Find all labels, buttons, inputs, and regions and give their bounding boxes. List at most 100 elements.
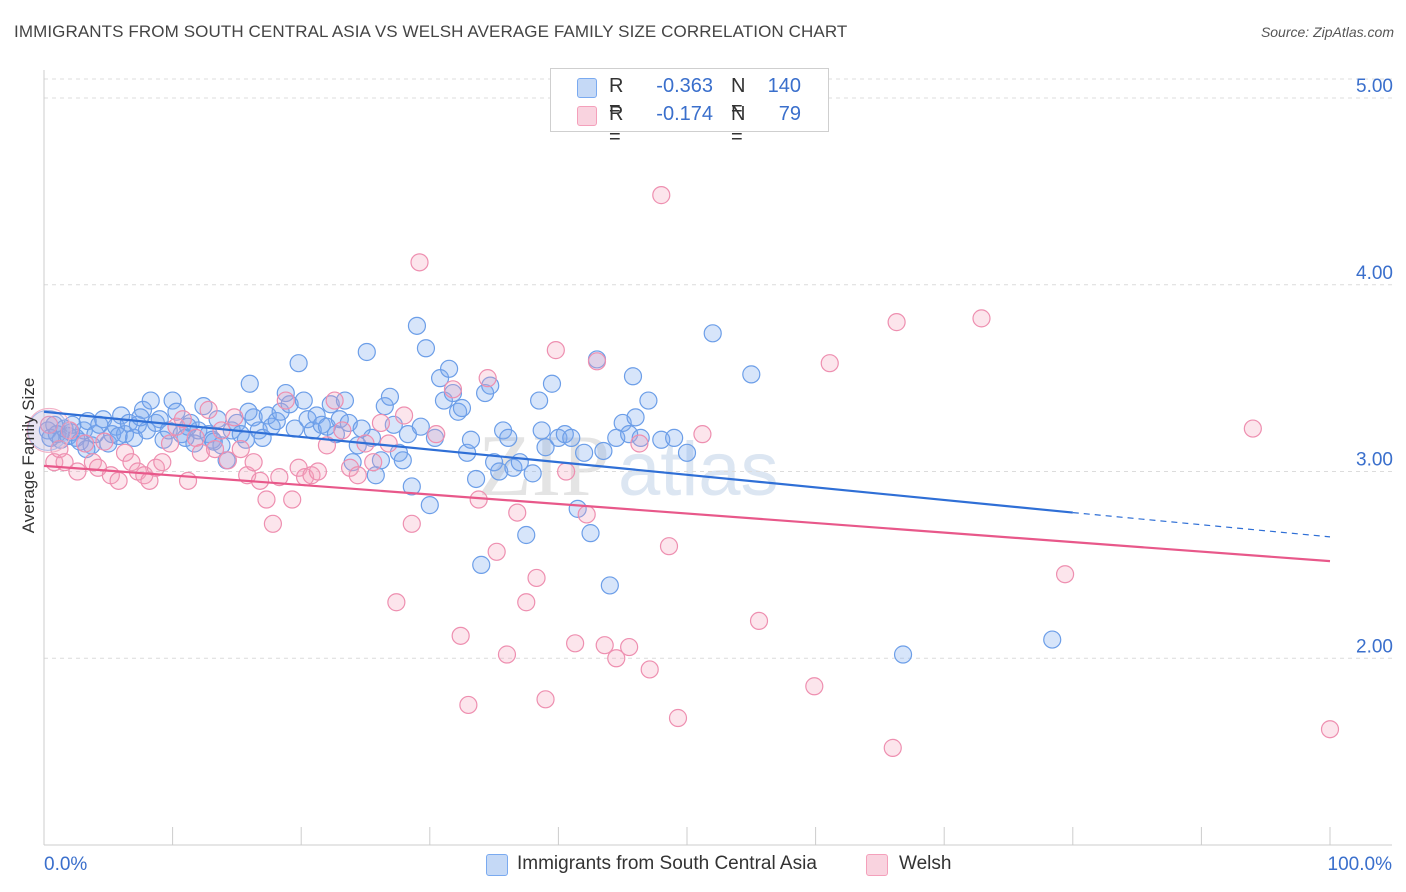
point-welsh	[536, 690, 555, 709]
legend-label-welsh: Welsh	[899, 853, 952, 874]
point-immigrants	[472, 555, 491, 574]
point-immigrants	[262, 417, 281, 436]
point-welsh	[527, 568, 546, 588]
point-immigrants	[665, 428, 684, 447]
point-immigrants	[594, 441, 613, 461]
point-immigrants	[452, 398, 472, 418]
legend-swatch-immigrants	[486, 854, 508, 876]
point-immigrants	[1043, 630, 1062, 649]
point-welsh	[410, 253, 429, 272]
point-welsh	[497, 645, 517, 664]
y-axis-title: Average Family Size	[19, 378, 38, 534]
point-immigrants	[131, 408, 150, 427]
legend-swatch-welsh	[866, 854, 888, 876]
point-immigrants-cluster	[27, 409, 69, 451]
point-welsh	[115, 443, 135, 462]
point-welsh	[443, 380, 463, 399]
point-welsh	[478, 369, 497, 388]
x-tick-label-min: 0.0%	[44, 854, 87, 875]
point-immigrants	[330, 410, 349, 429]
point-welsh	[364, 453, 383, 472]
point-welsh	[379, 434, 398, 453]
point-immigrants	[626, 408, 645, 427]
point-welsh	[68, 462, 87, 481]
point-welsh	[244, 453, 263, 472]
point-immigrants	[416, 339, 436, 358]
point-welsh	[402, 514, 421, 533]
point-immigrants	[466, 469, 486, 489]
trend-line-immigrants	[43, 410, 1073, 514]
point-immigrants	[742, 365, 761, 384]
point-immigrants	[536, 438, 555, 457]
x-tick-label-max: 100.0%	[1328, 854, 1393, 875]
point-welsh	[83, 453, 102, 472]
point-welsh	[640, 660, 659, 679]
point-immigrants	[499, 428, 518, 447]
point-immigrants	[294, 391, 313, 410]
point-immigrants	[481, 376, 500, 395]
point-welsh	[153, 453, 172, 472]
point-welsh	[199, 400, 218, 419]
trend-lines	[43, 410, 1331, 563]
point-welsh	[371, 413, 391, 433]
point-welsh	[317, 436, 337, 455]
r-value: -0.174	[656, 103, 713, 125]
point-welsh	[225, 408, 244, 427]
point-welsh	[1243, 419, 1262, 438]
point-immigrants	[639, 391, 658, 410]
point-immigrants	[523, 464, 542, 483]
source-credit: Source: ZipAtlas.com	[1260, 24, 1394, 40]
point-immigrants	[167, 402, 186, 421]
point-welsh	[270, 468, 289, 487]
point-welsh	[276, 391, 295, 410]
point-immigrants	[380, 387, 400, 406]
point-immigrants	[677, 443, 697, 462]
point-welsh	[566, 634, 585, 653]
point-immigrants	[267, 411, 286, 431]
point-immigrants	[407, 316, 427, 335]
point-welsh	[459, 695, 478, 715]
point-welsh	[546, 341, 565, 360]
point-immigrants	[240, 374, 259, 393]
point-welsh	[595, 636, 614, 655]
n-value: 140	[767, 75, 801, 97]
n-value: 79	[778, 103, 801, 125]
point-welsh	[607, 649, 626, 668]
point-immigrants	[307, 406, 326, 425]
point-welsh	[587, 352, 607, 371]
y-tick-label: 4.00	[1356, 263, 1393, 284]
point-immigrants	[141, 391, 160, 410]
point-welsh	[620, 637, 639, 657]
point-welsh	[283, 490, 302, 509]
point-welsh	[333, 421, 352, 440]
point-immigrants	[420, 496, 439, 515]
point-immigrants	[530, 391, 549, 410]
point-welsh	[517, 593, 536, 612]
point-welsh	[630, 434, 649, 453]
point-immigrants	[352, 419, 371, 438]
point-immigrants	[620, 425, 639, 444]
point-immigrants	[562, 428, 581, 447]
point-welsh	[1055, 565, 1075, 584]
point-immigrants	[439, 359, 459, 378]
point-welsh	[191, 443, 210, 462]
point-welsh	[122, 453, 141, 472]
point-immigrants	[335, 391, 355, 410]
point-immigrants	[375, 397, 394, 416]
point-immigrants	[631, 428, 650, 447]
y-tick-label: 5.00	[1356, 76, 1393, 97]
n-label: N =	[731, 75, 746, 120]
axes	[43, 70, 1392, 846]
point-welsh	[577, 505, 596, 524]
grid-lines	[44, 78, 1392, 659]
axis-labels: 2.00 3.00 4.00 5.00 0.0% 100.0% Average Family…	[19, 76, 1393, 875]
y-tick-label: 3.00	[1356, 450, 1393, 471]
point-welsh	[160, 434, 180, 453]
point-welsh	[325, 391, 344, 410]
point-welsh	[231, 439, 250, 459]
point-immigrants	[623, 367, 643, 386]
point-welsh-cluster	[26, 407, 72, 453]
point-welsh	[387, 593, 406, 612]
point-immigrants	[357, 342, 376, 362]
data-points	[26, 88, 1340, 757]
